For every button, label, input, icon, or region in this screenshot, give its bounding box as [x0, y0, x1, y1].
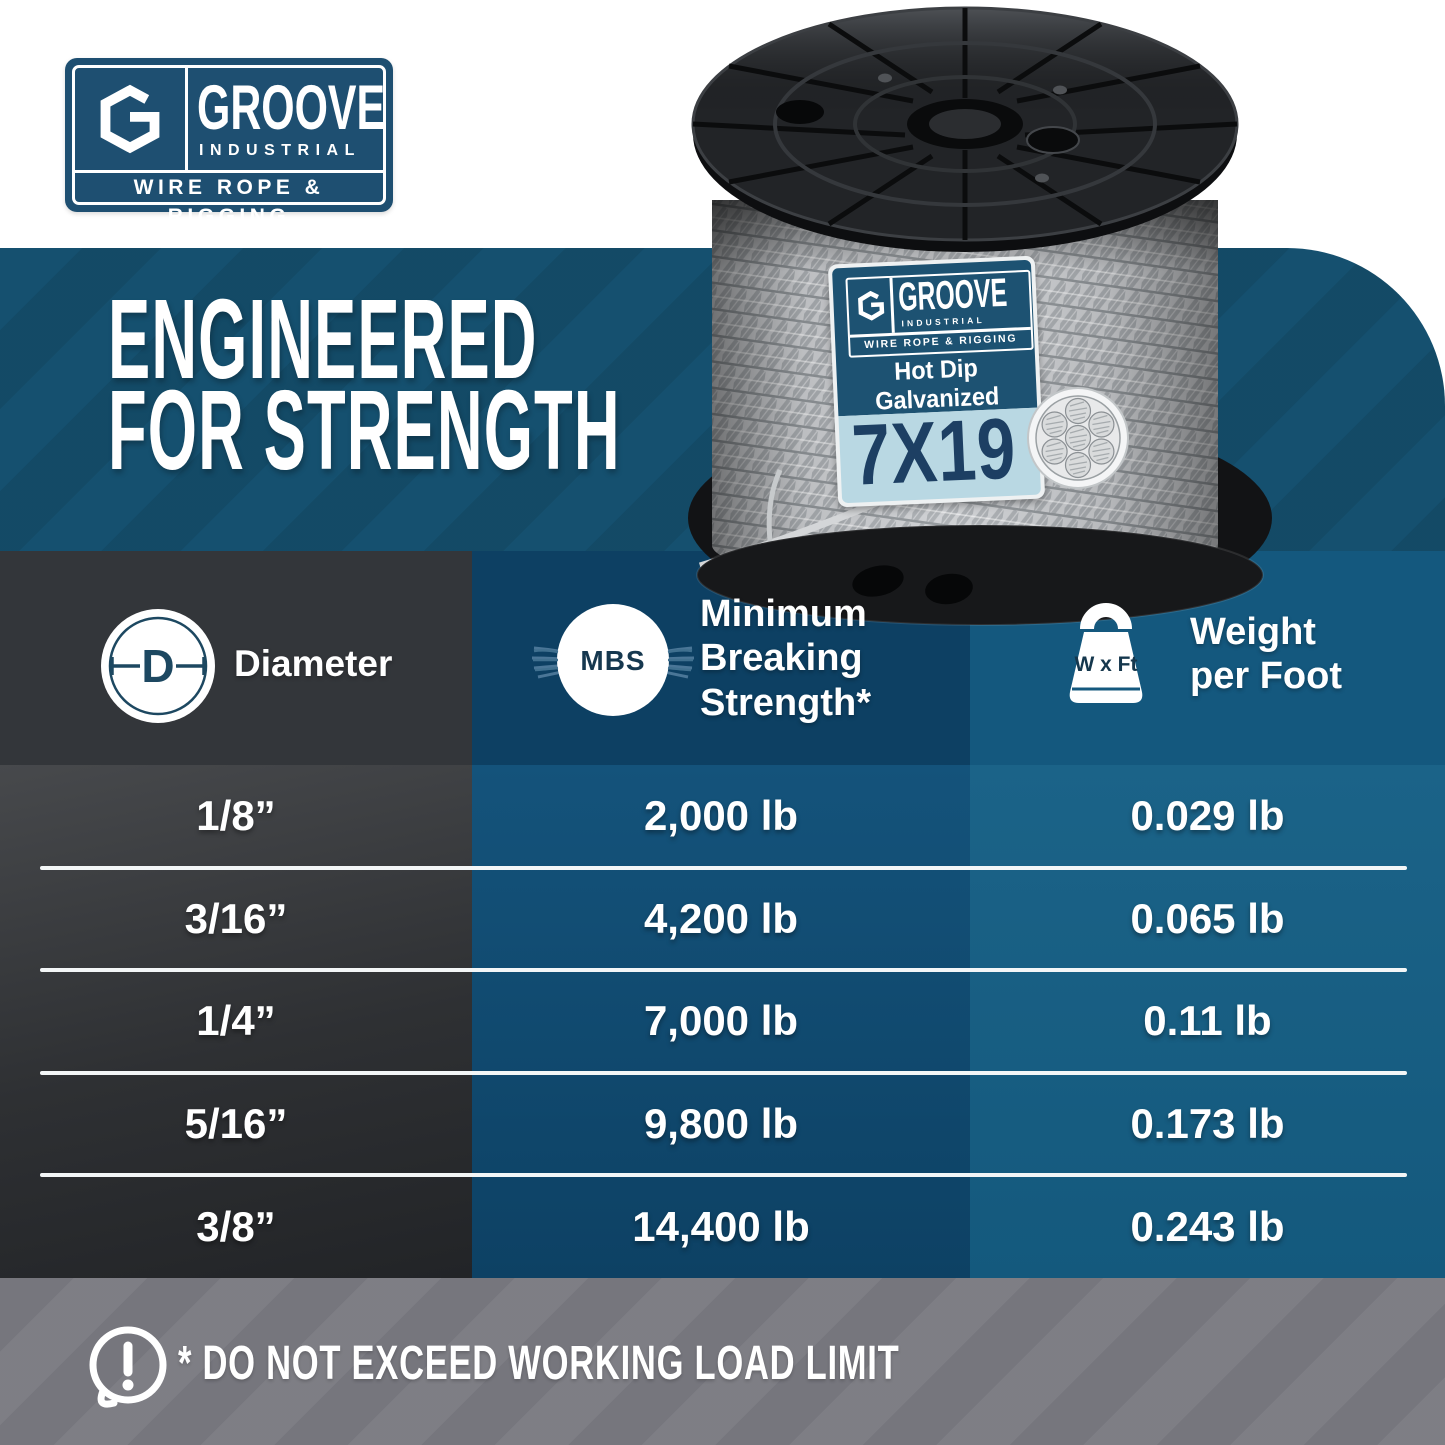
- cell-diameter: 3/16”: [184, 894, 288, 942]
- row-divider: [40, 866, 1407, 870]
- spool-top-flange: [691, 6, 1239, 252]
- cell-diameter: 5/16”: [184, 1099, 288, 1147]
- brand-logo: GROOVE INDUSTRIAL WIRE ROPE & RIGGING: [65, 58, 393, 228]
- cell-mbs: 7,000 lb: [643, 997, 799, 1044]
- row-divider: [40, 1071, 1407, 1075]
- label-top-section: GROOVE INDUSTRIAL WIRE ROPE & RIGGING Ho…: [831, 259, 1038, 444]
- label-bottom-section: 7X19: [838, 401, 1042, 504]
- weight-column-panel: [970, 765, 1445, 1278]
- diameter-column-header-panel: [0, 551, 472, 765]
- column-header-diameter: Diameter: [234, 643, 393, 684]
- cable-cross-section-icon: [1027, 387, 1129, 489]
- diameter-icon: D: [101, 609, 215, 723]
- cell-weight: 0.243 lb: [1130, 1203, 1285, 1250]
- cell-weight: 0.065 lb: [1130, 894, 1285, 942]
- table-row: 1/8” 2,000 lb 0.029 lb: [0, 765, 1445, 866]
- disclaimer-text: * DO NOT EXCEED WORKING LOAD LIMIT: [178, 1337, 900, 1390]
- construction-spec: 7X19: [850, 400, 1018, 504]
- brand-division: INDUSTRIAL: [199, 142, 361, 159]
- cell-weight: 0.11 lb: [1143, 997, 1272, 1044]
- mbs-column-panel: [472, 765, 970, 1278]
- hero-headline: ENGINEERED FOR STRENGTH: [108, 276, 621, 493]
- logo-divider: [889, 277, 895, 333]
- weight-abbrev: W x Ft: [1075, 653, 1138, 676]
- logo-divider: [185, 68, 188, 170]
- logo-frame: GROOVE INDUSTRIAL WIRE ROPE & RIGGING: [72, 65, 386, 228]
- mbs-abbrev: MBS: [580, 645, 645, 676]
- groove-monogram-icon: [100, 84, 160, 154]
- footer-bar: [0, 1278, 1445, 1445]
- diameter-column-panel: [0, 765, 472, 1278]
- cell-mbs: 2,000 lb: [643, 791, 799, 839]
- table-row: 5/16” 9,800 lb 0.173 lb: [0, 1074, 1445, 1173]
- weight-icon: W x Ft: [1069, 603, 1143, 703]
- mbs-icon: MBS: [531, 604, 695, 716]
- cell-weight: 0.029 lb: [1130, 791, 1285, 839]
- brand-tagline: WIRE ROPE & RIGGING: [133, 176, 325, 228]
- diameter-glyph: D: [141, 640, 174, 692]
- spool-product-label: GROOVE INDUSTRIAL WIRE ROPE & RIGGING Ho…: [827, 255, 1046, 508]
- label-brand-logo: GROOVE INDUSTRIAL WIRE ROPE & RIGGING: [845, 269, 1034, 358]
- table-row: 3/8” 14,400 lb 0.243 lb: [0, 1176, 1445, 1278]
- brand-name: GROOVE: [897, 270, 1009, 320]
- cell-diameter: 3/8”: [196, 1203, 276, 1250]
- groove-monogram-icon: [858, 290, 885, 321]
- cell-mbs: 4,200 lb: [643, 894, 799, 942]
- cell-mbs: 14,400 lb: [632, 1203, 810, 1250]
- column-header-mbs: Minimum Breaking Strength*: [700, 593, 871, 724]
- row-divider: [40, 968, 1407, 972]
- table-row: 1/4” 7,000 lb 0.11 lb: [0, 971, 1445, 1071]
- cell-diameter: 1/8”: [196, 791, 276, 839]
- diagonal-stripes-decor: [0, 1278, 1445, 1445]
- column-header-weight: Weight per Foot: [1190, 611, 1342, 698]
- spool-bottom-flange-rim: [696, 524, 1264, 626]
- row-divider: [40, 1173, 1407, 1177]
- alert-speech-bubble-icon: [89, 1326, 167, 1408]
- cell-diameter: 1/4”: [196, 997, 276, 1044]
- cell-mbs: 9,800 lb: [643, 1099, 799, 1147]
- cell-weight: 0.173 lb: [1130, 1099, 1285, 1147]
- logo-divider: [75, 170, 383, 173]
- brand-name: GROOVE: [197, 73, 386, 143]
- table-row: 3/16” 4,200 lb 0.065 lb: [0, 869, 1445, 968]
